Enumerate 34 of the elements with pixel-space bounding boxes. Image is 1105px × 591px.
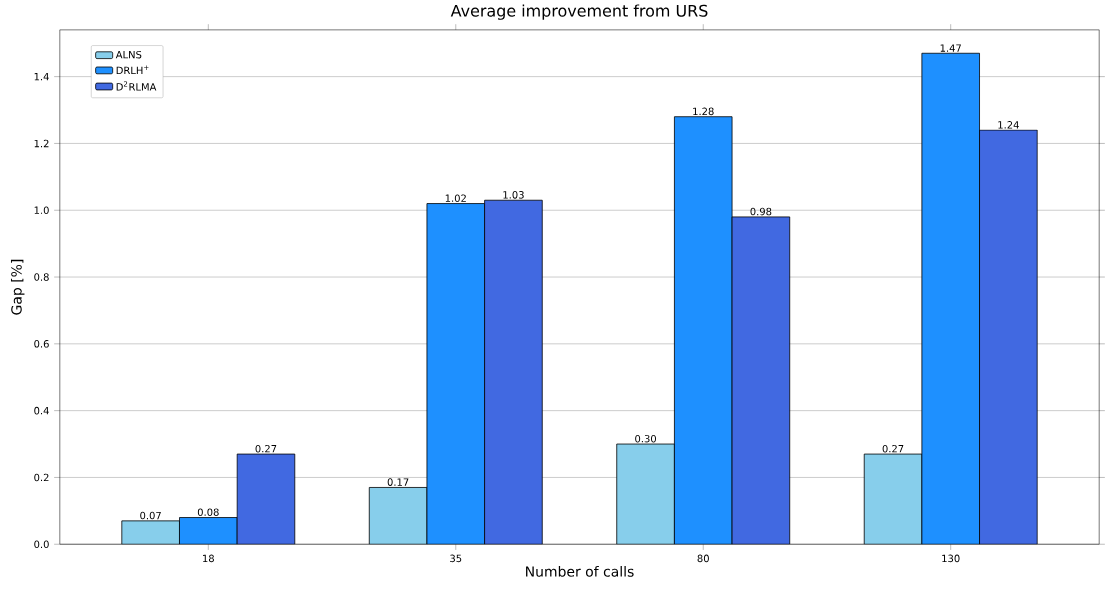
legend-label: ALNS xyxy=(115,50,142,59)
data-label: 1.03 xyxy=(503,191,524,199)
data-label: 0.17 xyxy=(387,478,409,486)
data-label: 0.27 xyxy=(882,445,904,453)
y-tick-label: 0.4 xyxy=(34,406,49,415)
legend-label: D$^{2}$RLMA xyxy=(116,81,157,91)
data-label: 1.02 xyxy=(445,194,466,203)
bar xyxy=(616,443,675,545)
y-tick-label: 1.4 xyxy=(34,73,49,81)
chart-title: Average improvement from URS xyxy=(450,4,708,20)
data-label: 0.07 xyxy=(140,511,161,520)
y-tick-label: 0.8 xyxy=(34,273,49,281)
bar xyxy=(121,520,180,545)
y-axis-title: Gap [%] xyxy=(10,259,25,315)
data-label: 0.08 xyxy=(197,508,219,517)
legend-label: DRLH$^{+}$ xyxy=(116,65,149,75)
y-tick-label: 0.2 xyxy=(34,473,49,482)
data-label: 1.47 xyxy=(940,44,961,52)
x-tick-label: 130 xyxy=(942,554,960,563)
data-label: 0.27 xyxy=(255,445,277,453)
y-tick-label: 0.6 xyxy=(34,340,49,348)
data-label: 0.30 xyxy=(635,435,656,443)
y-tick-label: 0.0 xyxy=(34,540,49,549)
x-tick-label: 80 xyxy=(697,554,709,563)
x-tick-label: 35 xyxy=(450,554,462,563)
data-label: 1.28 xyxy=(693,107,714,116)
y-tick-label: 1.0 xyxy=(34,206,49,215)
bar xyxy=(863,453,923,545)
x-axis-title: Number of calls xyxy=(526,566,634,577)
data-label: 1.24 xyxy=(998,121,1019,129)
data-label: 0.98 xyxy=(750,207,772,216)
y-tick-label: 1.2 xyxy=(34,139,49,148)
bar xyxy=(368,487,428,545)
x-tick-label: 18 xyxy=(203,554,214,563)
